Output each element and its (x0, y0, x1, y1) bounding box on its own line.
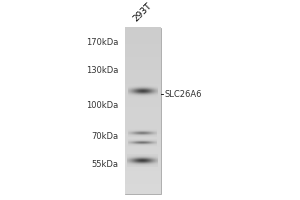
Text: 170kDa: 170kDa (86, 38, 118, 47)
Text: 130kDa: 130kDa (86, 66, 118, 75)
Text: 70kDa: 70kDa (92, 132, 118, 141)
Text: 293T: 293T (131, 1, 154, 23)
Text: 55kDa: 55kDa (92, 160, 118, 169)
Text: 100kDa: 100kDa (86, 101, 118, 110)
Bar (124, 28, 160, 194)
Text: SLC26A6: SLC26A6 (164, 90, 202, 99)
